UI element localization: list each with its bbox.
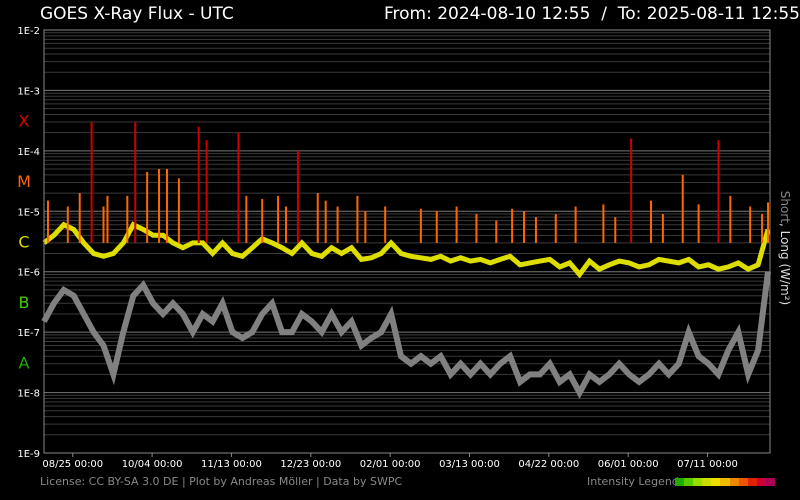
y-tick-label: 1E-9 xyxy=(17,449,40,460)
x-tick-label: 02/01 00:00 xyxy=(360,459,421,470)
class-label-c: C xyxy=(18,233,29,252)
y-tick-label: 1E-3 xyxy=(17,86,40,97)
legend-swatch xyxy=(765,478,776,486)
flare-class-labels: X M C B A xyxy=(17,112,31,373)
legend-swatch xyxy=(711,478,721,486)
y-tick-labels: 1E-9 1E-8 1E-7 1E-6 1E-5 1E-4 1E-3 1E-2 xyxy=(17,26,40,460)
legend-swatch xyxy=(738,478,748,486)
y-tick-label: 1E-2 xyxy=(17,26,40,37)
x-tick-label: 12/23 00:00 xyxy=(280,459,341,470)
legend-swatch xyxy=(702,478,712,486)
x-tick-labels: 08/25 00:00 10/04 00:00 11/13 00:00 12/23 0… xyxy=(42,453,738,470)
y-tick-label: 1E-5 xyxy=(17,207,40,218)
series-short xyxy=(41,271,771,399)
chart-title: GOES X-Ray Flux - UTC xyxy=(40,4,234,24)
legend-swatch xyxy=(693,478,703,486)
date-range: From: 2024-08-10 12:55 / To: 2025-08-11 … xyxy=(383,4,800,24)
legend-swatch xyxy=(720,478,730,486)
x-tick-label: 11/13 00:00 xyxy=(201,459,262,470)
license-text: License: CC BY-SA 3.0 DE | Plot by Andre… xyxy=(40,475,403,488)
y-axis-label-short: Short xyxy=(778,190,792,223)
class-label-a: A xyxy=(19,353,30,372)
y-tick-label: 1E-8 xyxy=(17,389,40,400)
x-tick-label: 06/01 00:00 xyxy=(598,459,659,470)
legend-swatch xyxy=(675,478,685,486)
y-tick-label: 1E-4 xyxy=(17,147,40,158)
x-tick-label: 08/25 00:00 xyxy=(42,459,103,470)
legend-swatch xyxy=(747,478,757,486)
legend-swatch xyxy=(684,478,694,486)
class-label-m: M xyxy=(17,172,31,191)
series-layer xyxy=(41,122,771,399)
y-tick-label: 1E-7 xyxy=(17,328,40,339)
x-tick-label: 04/22 00:00 xyxy=(518,459,579,470)
intensity-legend-bar xyxy=(675,478,776,486)
legend-swatch xyxy=(756,478,766,486)
legend-swatch xyxy=(729,478,739,486)
class-label-x: X xyxy=(19,112,30,131)
intensity-legend-label: Intensity Legend xyxy=(587,475,679,488)
series-long xyxy=(42,221,771,279)
plot-frame xyxy=(43,29,771,454)
x-tick-label: 10/04 00:00 xyxy=(122,459,183,470)
x-tick-label: 07/11 00:00 xyxy=(677,459,738,470)
class-label-b: B xyxy=(19,293,30,312)
plot-border xyxy=(43,29,771,454)
y-axis-label: Short, Long (W/m²) xyxy=(778,191,792,305)
y-axis-label-long: , Long (W/m²) xyxy=(778,222,792,306)
x-tick-label: 03/13 00:00 xyxy=(439,459,500,470)
y-tick-label: 1E-6 xyxy=(17,268,40,279)
